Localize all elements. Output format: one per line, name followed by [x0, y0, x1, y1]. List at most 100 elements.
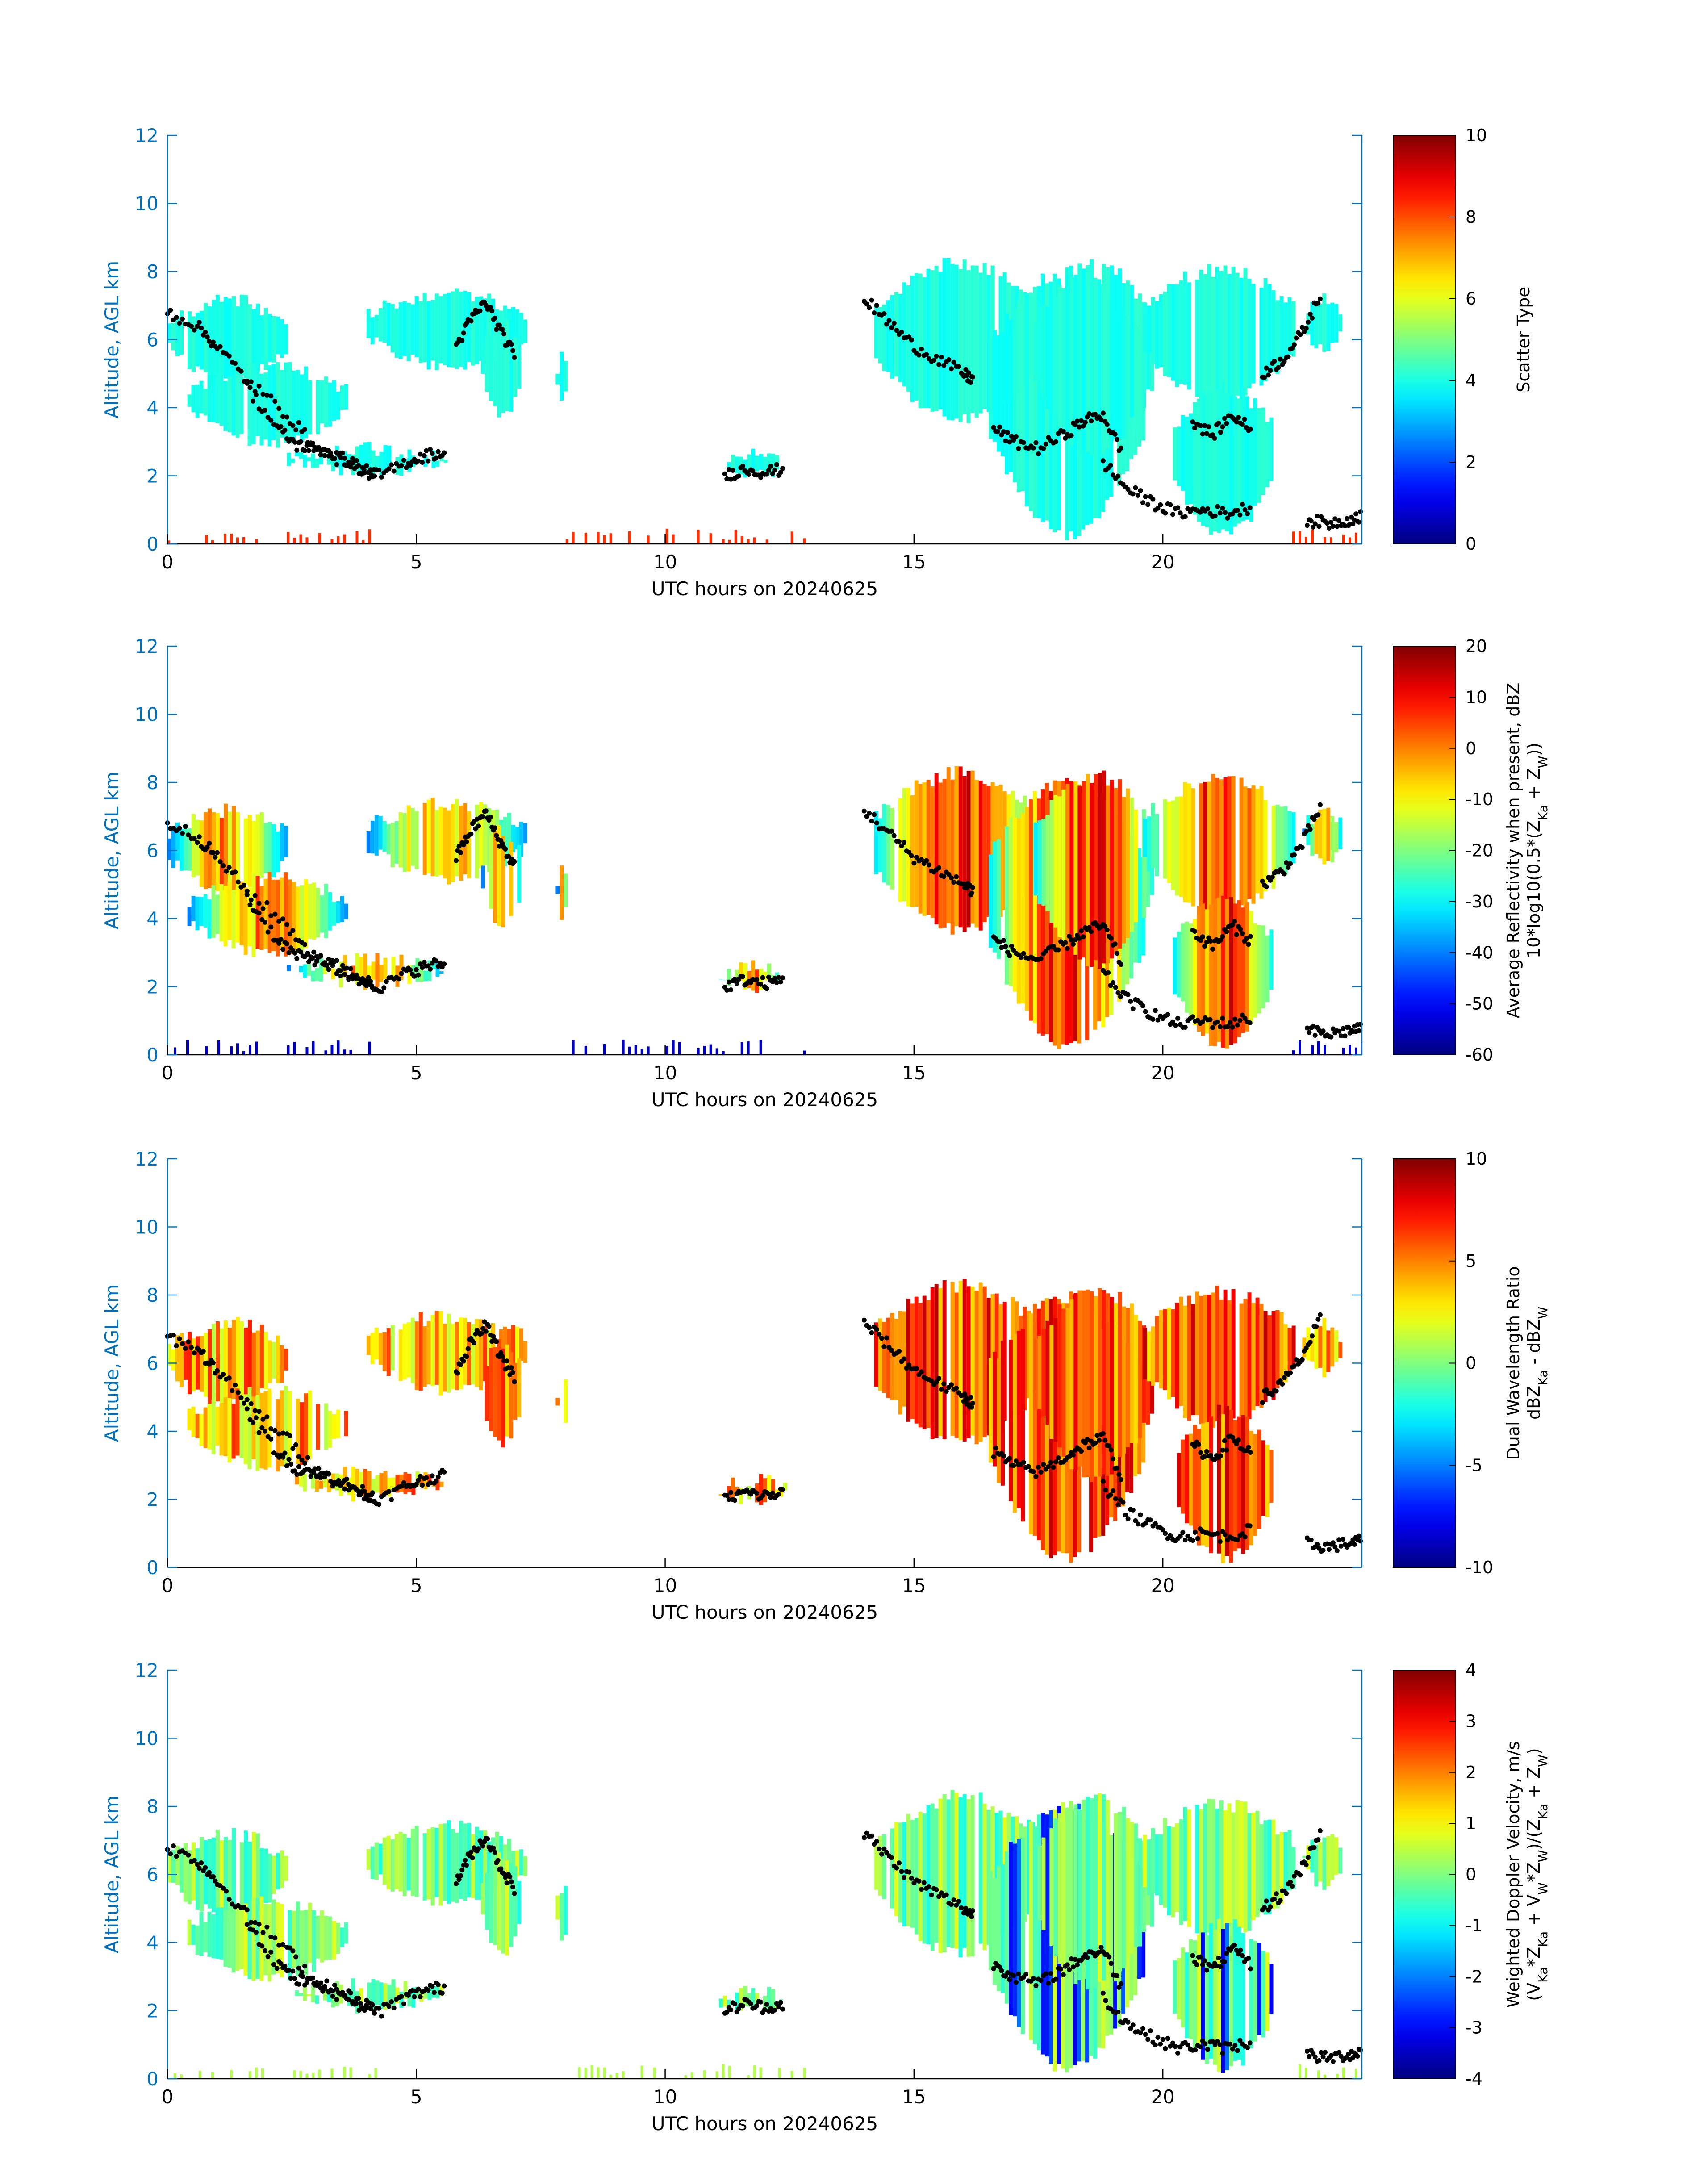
boundary-marker: [896, 1349, 902, 1354]
field-column: [1181, 1439, 1185, 1514]
x-axis-label: UTC hours on 20240625: [651, 2113, 878, 2135]
boundary-marker: [290, 1446, 296, 1451]
boundary-marker: [1071, 1964, 1076, 1970]
field-column: [1005, 826, 1009, 985]
boundary-marker: [991, 1454, 996, 1459]
field-column: [227, 376, 232, 433]
boundary-marker: [1356, 1028, 1361, 1033]
boundary-marker: [280, 1454, 286, 1460]
boundary-marker: [872, 310, 877, 316]
boundary-marker: [1237, 2038, 1243, 2043]
field-column: [1126, 788, 1130, 938]
boundary-marker: [1240, 931, 1245, 936]
field-column: [239, 1400, 244, 1458]
boundary-marker: [951, 880, 956, 885]
boundary-marker: [886, 318, 892, 323]
boundary-marker: [1150, 1017, 1156, 1022]
field-column: [954, 1292, 959, 1438]
boundary-marker: [919, 1887, 924, 1892]
boundary-marker: [360, 976, 365, 981]
field-column: [423, 455, 428, 467]
surface-clutter: [597, 2067, 600, 2079]
boundary-marker: [1019, 955, 1023, 960]
boundary-marker: [1192, 929, 1197, 934]
boundary-marker: [195, 840, 200, 845]
field-column: [1199, 1296, 1203, 1425]
field-column: [430, 1314, 435, 1387]
field-column: [239, 881, 244, 945]
boundary-marker: [1304, 1025, 1310, 1031]
boundary-marker: [217, 859, 223, 864]
surface-clutter: [249, 1045, 251, 1055]
field-column: [481, 865, 485, 889]
field-column: [224, 297, 228, 379]
boundary-marker: [956, 364, 961, 369]
boundary-marker: [477, 308, 483, 313]
boundary-marker: [1170, 512, 1175, 517]
boundary-marker: [379, 2014, 384, 2019]
boundary-marker: [1311, 1024, 1316, 1029]
boundary-marker: [726, 979, 731, 985]
field-column: [1330, 816, 1335, 862]
boundary-marker: [728, 1490, 734, 1495]
boundary-marker: [1317, 296, 1323, 301]
cloud-boundary-markers: [165, 296, 1363, 531]
boundary-marker: [420, 965, 425, 970]
field-column: [284, 324, 288, 355]
field-column: [1322, 293, 1327, 352]
boundary-marker: [1069, 1956, 1074, 1962]
field-column: [434, 1828, 439, 1897]
boundary-marker: [766, 468, 771, 473]
boundary-marker: [1220, 506, 1225, 511]
field-column: [232, 1320, 236, 1399]
field-column: [247, 887, 252, 946]
field-column: [390, 823, 395, 868]
field-column: [1069, 277, 1074, 445]
field-column: [1147, 1839, 1151, 1895]
boundary-marker: [894, 328, 899, 333]
boundary-marker: [896, 839, 902, 844]
field-column: [1249, 408, 1253, 522]
boundary-marker: [1204, 431, 1209, 436]
field-column: [382, 300, 387, 343]
boundary-marker: [1100, 1479, 1106, 1484]
surface-clutter: [634, 1045, 637, 1055]
field-column: [398, 1329, 403, 1381]
boundary-marker: [396, 976, 401, 982]
boundary-marker: [465, 1346, 471, 1351]
boundary-marker: [1225, 515, 1230, 521]
field-column: [523, 1856, 527, 1876]
boundary-marker: [1145, 2037, 1151, 2042]
boundary-marker: [1190, 1538, 1195, 1543]
boundary-marker: [244, 380, 250, 386]
field-column: [1195, 280, 1199, 397]
boundary-marker: [1247, 1020, 1253, 1025]
boundary-marker: [896, 1860, 902, 1866]
field-column: [1193, 919, 1197, 1026]
boundary-marker: [869, 1330, 874, 1335]
field-column: [1287, 297, 1292, 355]
boundary-marker: [1242, 507, 1248, 512]
boundary-marker: [1223, 1532, 1228, 1538]
boundary-marker: [510, 1885, 515, 1889]
boundary-marker: [750, 468, 756, 473]
field-column: [1013, 309, 1017, 483]
field-column: [767, 1987, 771, 2010]
field-column: [997, 1358, 1001, 1483]
field-column: [1275, 1310, 1280, 1388]
field-column: [1221, 896, 1225, 1048]
field-column: [1235, 1800, 1240, 1933]
field-column: [1134, 810, 1138, 922]
field-column: [216, 1321, 220, 1402]
boundary-marker: [332, 456, 337, 461]
surface-clutter: [230, 1046, 233, 1055]
boundary-marker: [1316, 2058, 1322, 2063]
boundary-marker: [1038, 956, 1044, 961]
field-column: [336, 1922, 340, 1954]
field-column: [211, 1400, 216, 1454]
field-column: [379, 452, 384, 479]
field-column: [874, 1322, 878, 1387]
field-column: [471, 1834, 475, 1898]
boundary-marker: [207, 338, 212, 344]
